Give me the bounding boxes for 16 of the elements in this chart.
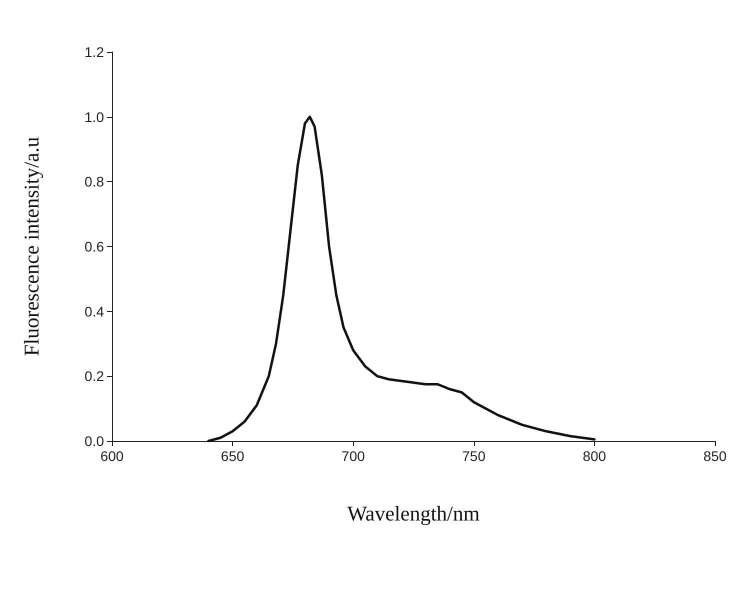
y-tick-label: 1.0 — [84, 108, 104, 125]
x-tick-label: 700 — [342, 448, 366, 464]
y-tick-label: 0.4 — [84, 303, 104, 320]
x-tick-label: 650 — [220, 448, 244, 464]
y-tick-label: 0.6 — [84, 238, 104, 254]
y-tick-label: 0.2 — [84, 368, 104, 384]
x-axis-title: Wavelength/nm — [347, 502, 480, 526]
x-tick-label: 800 — [582, 448, 606, 464]
y-tick-label: 0.0 — [84, 433, 104, 449]
y-tick-label: 0.8 — [84, 174, 104, 190]
line-series — [207, 116, 596, 442]
x-tick-label: 850 — [703, 448, 727, 464]
x-tick-label: 600 — [100, 448, 124, 464]
x-tick-label: 750 — [462, 448, 486, 464]
y-axis-title: Fluorescence intensity/a.u — [20, 136, 44, 356]
y-tick-label: 1.2 — [84, 44, 104, 60]
